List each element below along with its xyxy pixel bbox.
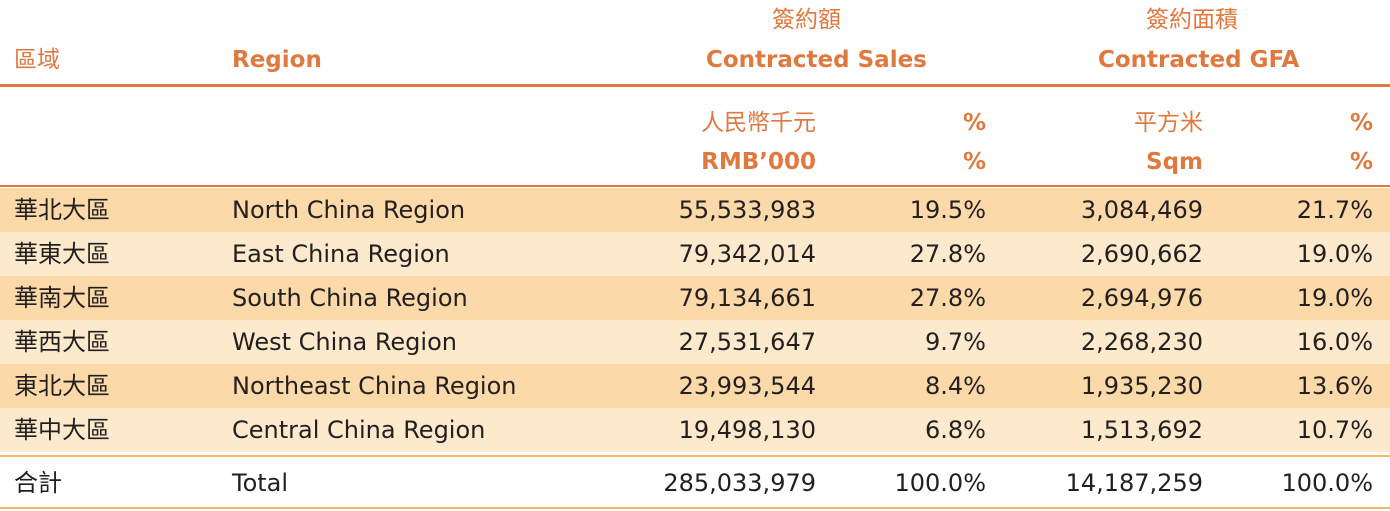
sales-header-en: Contracted Sales: [706, 47, 927, 73]
units-rule: [0, 185, 1390, 187]
table-row: 華東大區 East China Region 79,342,014 27.8% …: [0, 232, 1390, 276]
total-gfa-percent: 100.0%: [1281, 469, 1373, 497]
gfa-percent: 16.0%: [1296, 328, 1373, 356]
sales-value: 79,134,661: [678, 284, 816, 312]
total-gfa: 14,187,259: [1065, 469, 1203, 497]
gfa-header-zh: 簽約面積: [1146, 7, 1238, 33]
region-zh: 東北大區: [14, 372, 110, 400]
header-rule: [0, 84, 1390, 87]
total-row: 合計 Total 285,033,979 100.0% 14,187,259 1…: [0, 461, 1390, 505]
total-label-zh: 合計: [14, 469, 62, 497]
gfa-percent: 19.0%: [1296, 284, 1373, 312]
table-row: 華中大區 Central China Region 19,498,130 6.8…: [0, 408, 1390, 452]
sales-percent: 9.7%: [925, 328, 986, 356]
total-sales: 285,033,979: [663, 469, 816, 497]
region-header-en: Region: [232, 47, 322, 73]
sales-percent: 27.8%: [909, 240, 986, 268]
gfa-unit-en: Sqm: [1146, 149, 1203, 175]
sales-pct-en: %: [962, 149, 986, 175]
region-en: East China Region: [232, 240, 450, 268]
gfa-value: 2,690,662: [1080, 240, 1203, 268]
gfa-value: 3,084,469: [1080, 196, 1203, 224]
region-en: Central China Region: [232, 416, 486, 444]
sales-value: 27,531,647: [678, 328, 816, 356]
sales-value: 23,993,544: [678, 372, 816, 400]
region-en: North China Region: [232, 196, 466, 224]
gfa-header-en: Contracted GFA: [1098, 47, 1300, 73]
region-zh: 華中大區: [14, 416, 110, 444]
sales-unit-zh: 人民幣千元: [701, 110, 816, 136]
gfa-value: 2,268,230: [1080, 328, 1203, 356]
total-bottom-rule: [0, 507, 1390, 509]
total-sales-percent: 100.0%: [894, 469, 986, 497]
region-header-zh: 區域: [14, 47, 60, 73]
sales-percent: 19.5%: [909, 196, 986, 224]
table-row: 華北大區 North China Region 55,533,983 19.5%…: [0, 188, 1390, 232]
gfa-pct-zh: %: [1349, 110, 1373, 136]
gfa-unit-zh: 平方米: [1134, 110, 1203, 136]
sales-percent: 6.8%: [925, 416, 986, 444]
sales-unit-en: RMB’000: [701, 149, 816, 175]
table-row: 東北大區 Northeast China Region 23,993,544 8…: [0, 364, 1390, 408]
sales-percent: 8.4%: [925, 372, 986, 400]
sales-pct-zh: %: [962, 110, 986, 136]
sales-value: 19,498,130: [678, 416, 816, 444]
region-zh: 華南大區: [14, 284, 110, 312]
sales-header-zh: 簽約額: [772, 7, 841, 33]
region-zh: 華東大區: [14, 240, 110, 268]
region-en: West China Region: [232, 328, 457, 356]
gfa-pct-en: %: [1349, 149, 1373, 175]
region-en: Northeast China Region: [232, 372, 517, 400]
gfa-percent: 10.7%: [1296, 416, 1373, 444]
gfa-value: 1,935,230: [1080, 372, 1203, 400]
region-zh: 華北大區: [14, 196, 110, 224]
total-top-rule: [0, 455, 1390, 457]
region-zh: 華西大區: [14, 328, 110, 356]
gfa-value: 2,694,976: [1080, 284, 1203, 312]
gfa-percent: 13.6%: [1296, 372, 1373, 400]
sales-value: 55,533,983: [678, 196, 816, 224]
gfa-value: 1,513,692: [1080, 416, 1203, 444]
total-label-en: Total: [232, 469, 289, 497]
gfa-percent: 21.7%: [1296, 196, 1373, 224]
sales-percent: 27.8%: [909, 284, 986, 312]
region-en: South China Region: [232, 284, 468, 312]
table-row: 華西大區 West China Region 27,531,647 9.7% 2…: [0, 320, 1390, 364]
sales-value: 79,342,014: [678, 240, 816, 268]
gfa-percent: 19.0%: [1296, 240, 1373, 268]
table-row: 華南大區 South China Region 79,134,661 27.8%…: [0, 276, 1390, 320]
